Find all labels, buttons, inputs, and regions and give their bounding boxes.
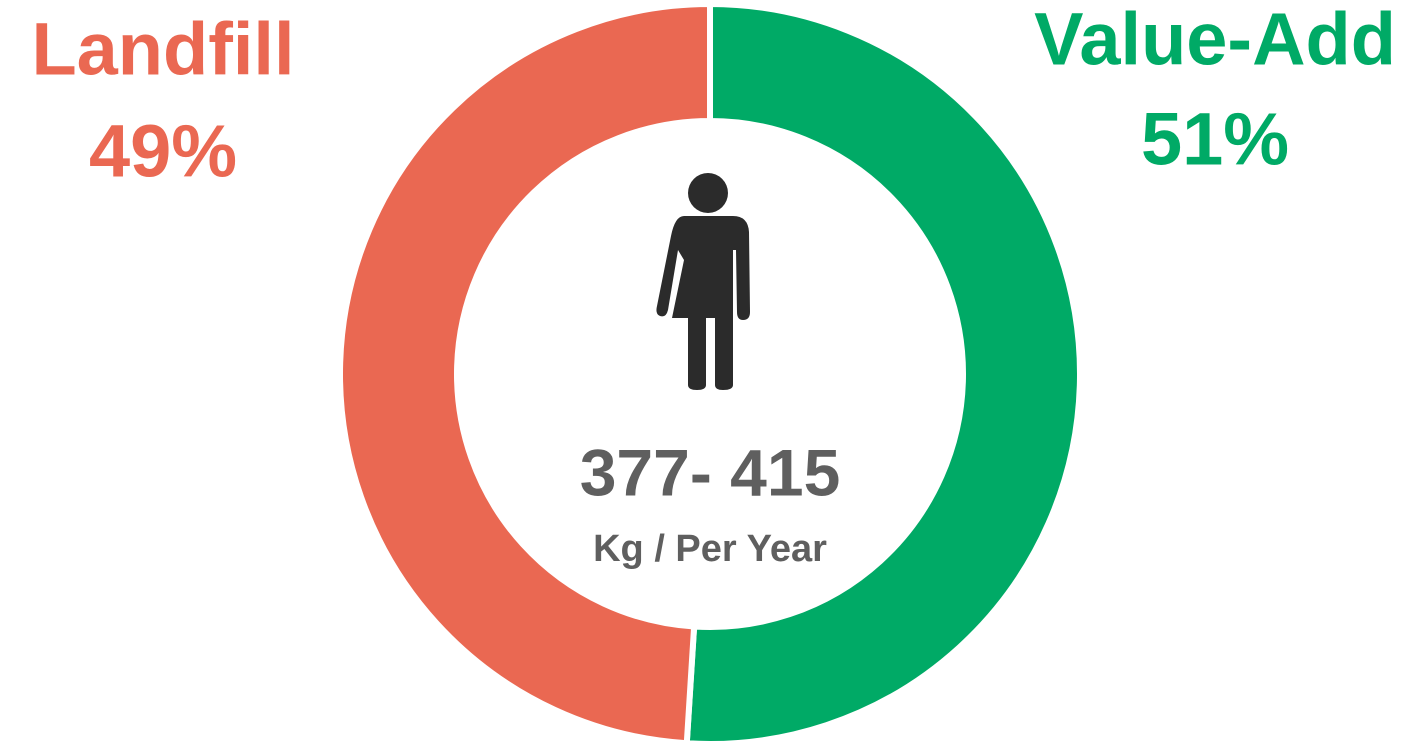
- category-label: Value-Add: [1034, 0, 1396, 81]
- donut-segment: [683, 0, 1083, 743]
- center-unit: Kg / Per Year: [593, 528, 827, 570]
- center-value: 377- 415: [580, 435, 841, 509]
- category-label: Landfill: [31, 8, 294, 91]
- person-icon: [656, 173, 750, 390]
- value-label: 51%: [1141, 98, 1289, 181]
- value-label: 49%: [89, 110, 237, 193]
- donut-segment: [337, 0, 713, 743]
